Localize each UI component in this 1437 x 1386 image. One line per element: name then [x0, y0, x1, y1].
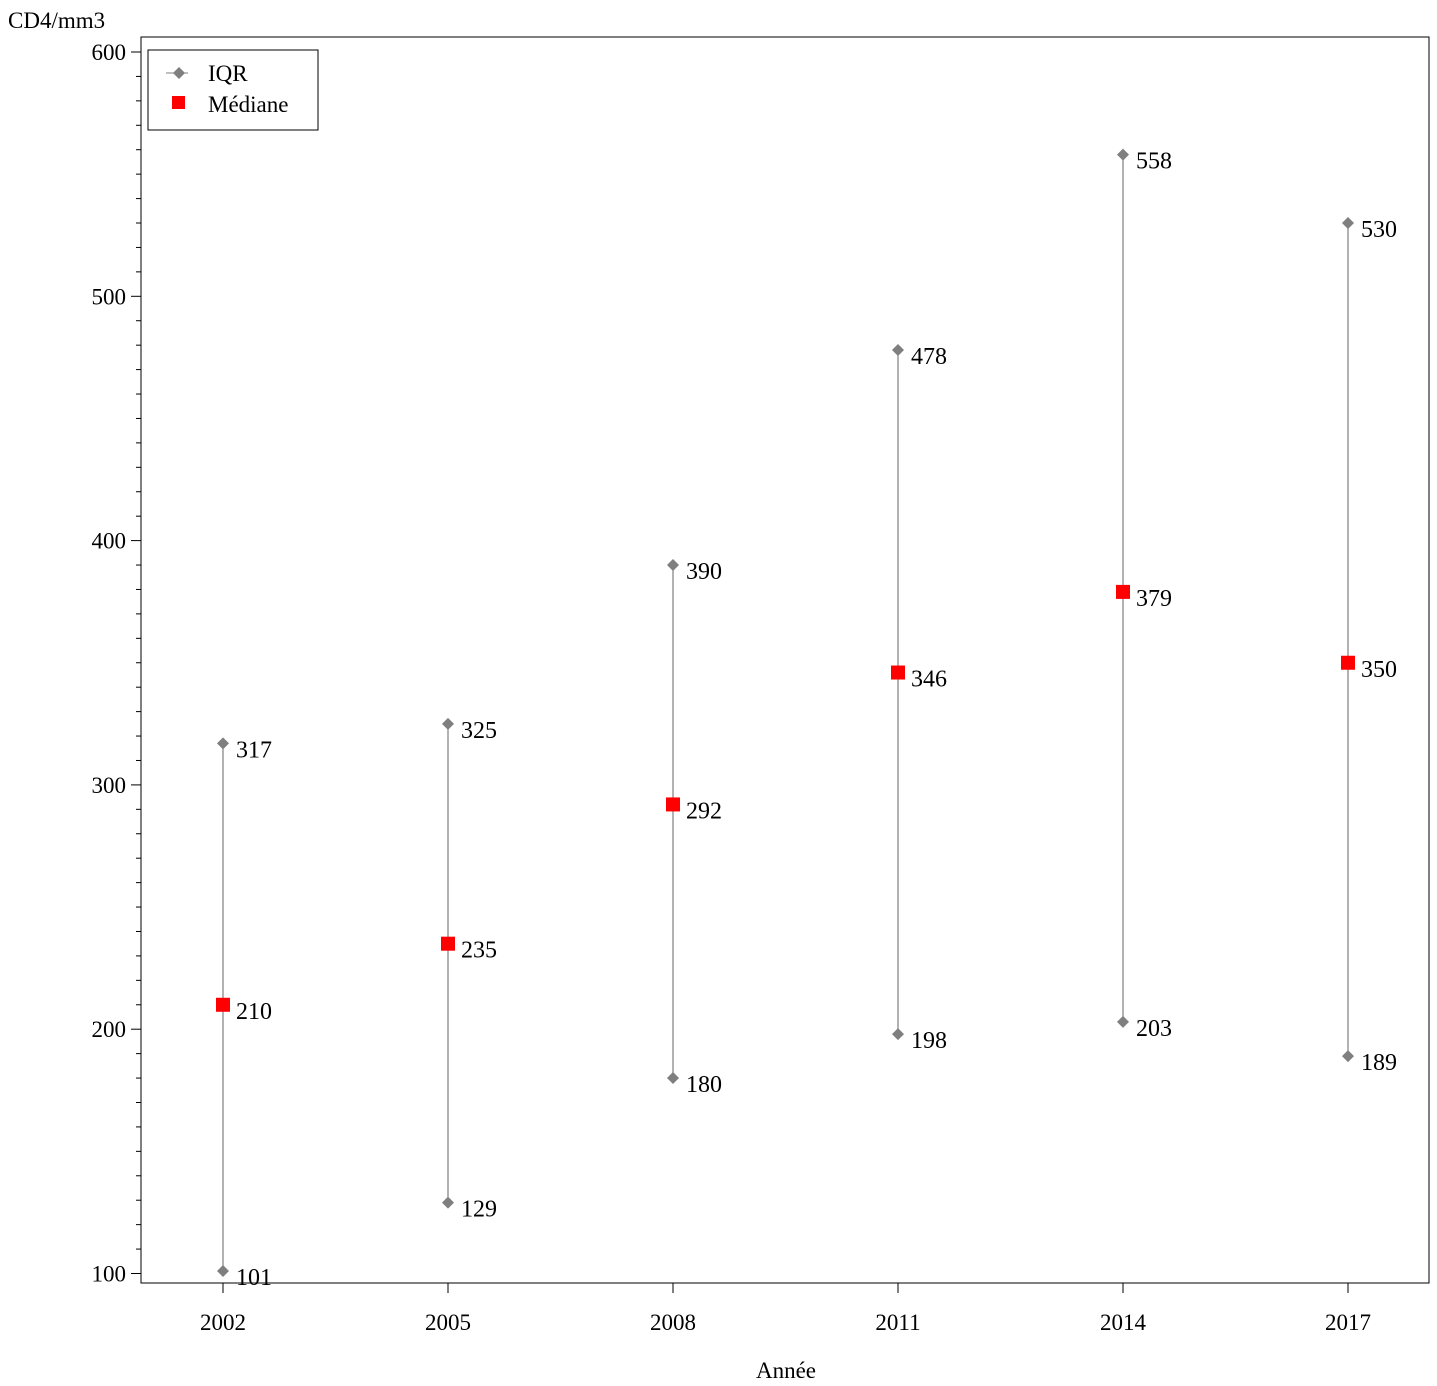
median-point	[666, 797, 680, 812]
iqr-low-point	[1117, 1015, 1129, 1028]
median-label: 350	[1361, 657, 1397, 683]
iqr-low-point	[1342, 1050, 1354, 1063]
x-tick-label: 2008	[650, 1310, 696, 1335]
iqr-low-label: 129	[461, 1197, 497, 1223]
x-tick-label: 2002	[200, 1310, 246, 1335]
iqr-high-point	[892, 344, 904, 357]
y-axis-title: CD4/mm3	[8, 8, 105, 33]
iqr-high-label: 317	[236, 737, 272, 763]
median-label: 210	[236, 999, 272, 1025]
y-tick-label: 100	[92, 1262, 127, 1287]
y-tick-label: 300	[92, 773, 127, 798]
median-label: 235	[461, 938, 497, 964]
median-point	[441, 936, 455, 951]
iqr-high-label: 478	[911, 344, 947, 370]
x-tick-label: 2005	[425, 1310, 471, 1335]
x-tick-label: 2014	[1100, 1310, 1147, 1335]
median-point	[1116, 584, 1130, 599]
iqr-low-point	[442, 1196, 454, 1209]
median-point	[216, 997, 230, 1012]
median-label: 379	[1136, 586, 1172, 612]
iqr-low-label: 203	[1136, 1016, 1172, 1042]
x-tick-label: 2017	[1325, 1310, 1371, 1335]
legend: IQR Médiane	[147, 49, 319, 131]
iqr-high-label: 390	[686, 559, 722, 585]
iqr-low-point	[217, 1265, 229, 1278]
legend-iqr-diamond-marker	[173, 67, 185, 79]
iqr-low-label: 198	[911, 1028, 947, 1054]
y-tick-label: 600	[92, 40, 127, 65]
iqr-high-point	[1117, 148, 1129, 161]
median-label: 292	[686, 798, 722, 824]
legend-label-iqr: IQR	[208, 61, 248, 86]
iqr-low-point	[667, 1072, 679, 1085]
iqr-high-point	[217, 737, 229, 750]
iqr-high-point	[1342, 217, 1354, 230]
iqr-high-label: 558	[1136, 149, 1172, 175]
y-tick-label: 500	[92, 284, 127, 309]
iqr-low-label: 101	[236, 1265, 272, 1291]
iqr-low-label: 189	[1361, 1050, 1397, 1076]
x-axis-title: Année	[756, 1358, 816, 1383]
median-point	[1341, 655, 1355, 670]
iqr-low-point	[892, 1028, 904, 1041]
legend-box	[147, 49, 319, 131]
legend-mediane-square-marker	[172, 96, 185, 109]
iqr-high-point	[667, 559, 679, 572]
iqr-low-label: 180	[686, 1072, 722, 1098]
x-tick-label: 2011	[875, 1310, 920, 1335]
legend-label-mediane: Médiane	[208, 92, 288, 117]
median-label: 346	[911, 667, 947, 693]
iqr-high-point	[442, 717, 454, 730]
iqr-high-label: 325	[461, 718, 497, 744]
y-tick-label: 200	[92, 1017, 127, 1042]
y-tick-label: 400	[92, 529, 127, 554]
iqr-high-label: 530	[1361, 217, 1397, 243]
median-point	[891, 665, 905, 680]
plot-area-frame	[140, 36, 1430, 1284]
